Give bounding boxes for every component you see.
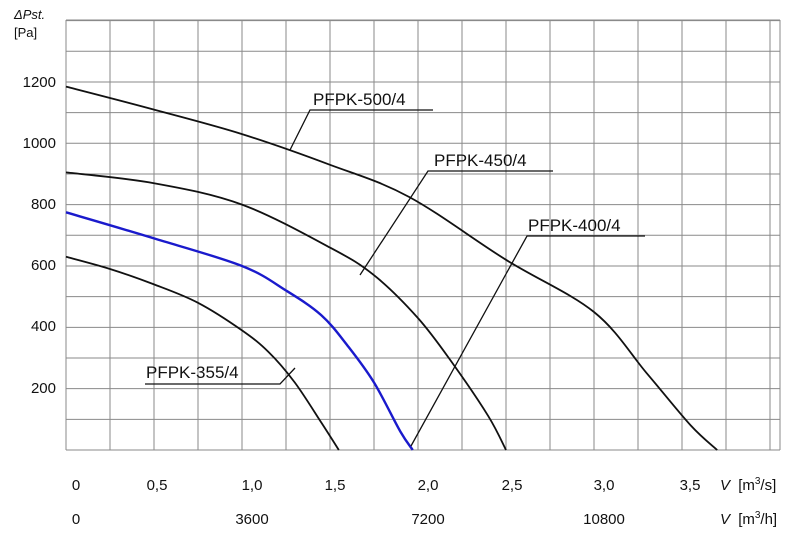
- y-axis-symbol: ΔPst.: [13, 7, 45, 22]
- x-tick-label: 1,0: [242, 477, 263, 494]
- x2-tick-label: 0: [72, 511, 80, 528]
- x-axis-secondary-title: V [m3/h]: [720, 510, 777, 528]
- x-axis-primary-title: V [m3/s]: [720, 476, 776, 494]
- series-line-pfpk-400-4: [65, 211, 414, 451]
- x-tick-label: 0: [72, 477, 80, 494]
- x-axis-secondary-unit-exp: 3: [755, 510, 761, 521]
- series-line-pfpk-355-4: [65, 255, 340, 451]
- y-axis-unit: [Pa]: [14, 25, 37, 40]
- series-line-pfpk-500-4: [65, 85, 718, 451]
- x-tick-label: 1,5: [325, 477, 346, 494]
- annotation-leader: [145, 367, 296, 385]
- x-tick-label: 2,0: [418, 477, 439, 494]
- x-tick-label: 3,0: [594, 477, 615, 494]
- x-axis-secondary-unit-tail: /h]: [760, 511, 777, 528]
- x2-tick-label: 7200: [411, 511, 444, 528]
- x2-tick-label: 10800: [583, 511, 625, 528]
- annotation-leaders: [145, 109, 645, 447]
- y-tick-label: 1000: [23, 135, 56, 152]
- y-tick-label: 1200: [23, 74, 56, 91]
- annotation-leader: [359, 170, 553, 276]
- curve-label-pfpk-400: PFPK-400/4: [528, 216, 621, 235]
- x-tick-label: 2,5: [502, 477, 523, 494]
- x-axis-primary-unit-exp: 3: [755, 476, 761, 487]
- annotation-leader: [410, 235, 645, 447]
- x-tick-label: 0,5: [147, 477, 168, 494]
- grid: [65, 19, 781, 451]
- x-axis-secondary-symbol: V: [720, 511, 732, 528]
- x-axis-secondary-unit: [m: [738, 511, 755, 528]
- curve-label-pfpk-450: PFPK-450/4: [434, 151, 527, 170]
- x-tick-label: 3,5: [680, 477, 701, 494]
- curve-label-pfpk-500: PFPK-500/4: [313, 90, 406, 109]
- series-line-pfpk-450-4: [65, 171, 507, 451]
- x2-tick-label: 3600: [235, 511, 268, 528]
- curve-label-pfpk-355: PFPK-355/4: [146, 363, 239, 382]
- annotation-leader: [289, 109, 433, 151]
- x-axis-primary-unit: [m: [738, 477, 755, 494]
- y-tick-label: 800: [31, 196, 56, 213]
- x-axis-primary-symbol: V: [720, 477, 732, 494]
- y-tick-label: 400: [31, 318, 56, 335]
- curves: [65, 85, 718, 451]
- y-tick-label: 200: [31, 380, 56, 397]
- y-tick-label: 600: [31, 257, 56, 274]
- x-axis-primary-unit-tail: /s]: [760, 477, 776, 494]
